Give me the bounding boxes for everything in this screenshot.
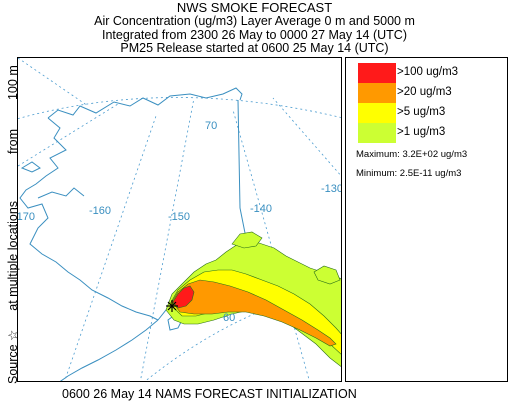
legend-label-100: >100 ug/m3	[397, 66, 459, 78]
meridian-150	[139, 97, 195, 381]
meridian-160	[64, 115, 157, 381]
graticule	[18, 58, 341, 381]
label-lon-160: -160	[89, 205, 111, 217]
maximum-value: Maximum: 3.2E+02 ug/m3	[356, 149, 468, 160]
minimum-value: Minimum: 2.5E-11 ug/m3	[356, 168, 462, 179]
integration-period: Integrated from 2300 26 May to 0000 27 M…	[101, 28, 408, 42]
parallel-60	[144, 286, 341, 381]
parallel-70	[18, 97, 341, 120]
label-lon-140: -140	[250, 203, 272, 215]
meridian-180	[18, 58, 89, 107]
legend-item-100: >100 ug/m3	[358, 63, 506, 83]
meridian-140	[232, 109, 310, 381]
plume-patch-east	[313, 265, 341, 285]
label-lat-60: 60	[223, 312, 235, 324]
release-start: PM25 Release started at 0600 25 May 14 (…	[120, 41, 389, 55]
legend-item-20: >20 ug/m3	[358, 83, 506, 103]
legend-swatch-100	[358, 63, 396, 83]
forecast-title: NWS SMOKE FORECAST	[176, 0, 333, 15]
legend-swatch-20	[358, 83, 396, 103]
label-lat-70: 70	[205, 120, 217, 132]
legend-swatch-1	[358, 123, 396, 143]
legend-label-20: >20 ug/m3	[397, 86, 452, 98]
legend-swatch-5	[358, 103, 396, 123]
smoke-plume	[165, 231, 341, 367]
east-border	[237, 99, 255, 255]
label-lon-170: -170	[18, 211, 35, 223]
smoke-forecast-map: 70 -130 -170 -160 -150 -140 60	[17, 57, 342, 382]
forecast-initialization: 0600 26 May 14 NAMS FORECAST INITIALIZAT…	[62, 387, 357, 401]
plume-patch-north	[231, 231, 263, 249]
arctic-coast	[47, 87, 243, 119]
concentration-description: Air Concentration (ug/m3) Layer Average …	[94, 14, 415, 28]
norton-sound	[37, 187, 85, 199]
label-lon-150: -150	[168, 211, 190, 223]
concentration-legend: >100 ug/m3 >20 ug/m3 >5 ug/m3 >1 ug/m3 M…	[345, 57, 508, 382]
west-coast	[19, 117, 159, 321]
legend-label-1: >1 ug/m3	[397, 126, 446, 138]
source-star	[166, 300, 178, 312]
legend-label-5: >5 ug/m3	[397, 106, 446, 118]
coastline	[19, 87, 341, 381]
meridian-130	[272, 97, 341, 177]
legend-item-1: >1 ug/m3	[358, 123, 506, 143]
saint-lawrence	[20, 161, 41, 173]
plume-level100	[172, 285, 195, 309]
legend-item-5: >5 ug/m3	[358, 103, 506, 123]
label-lon-130: -130	[321, 183, 342, 195]
plume-level20	[171, 279, 337, 347]
map-canvas: 70 -130 -170 -160 -150 -140 60	[18, 58, 342, 381]
peninsula	[59, 319, 159, 381]
